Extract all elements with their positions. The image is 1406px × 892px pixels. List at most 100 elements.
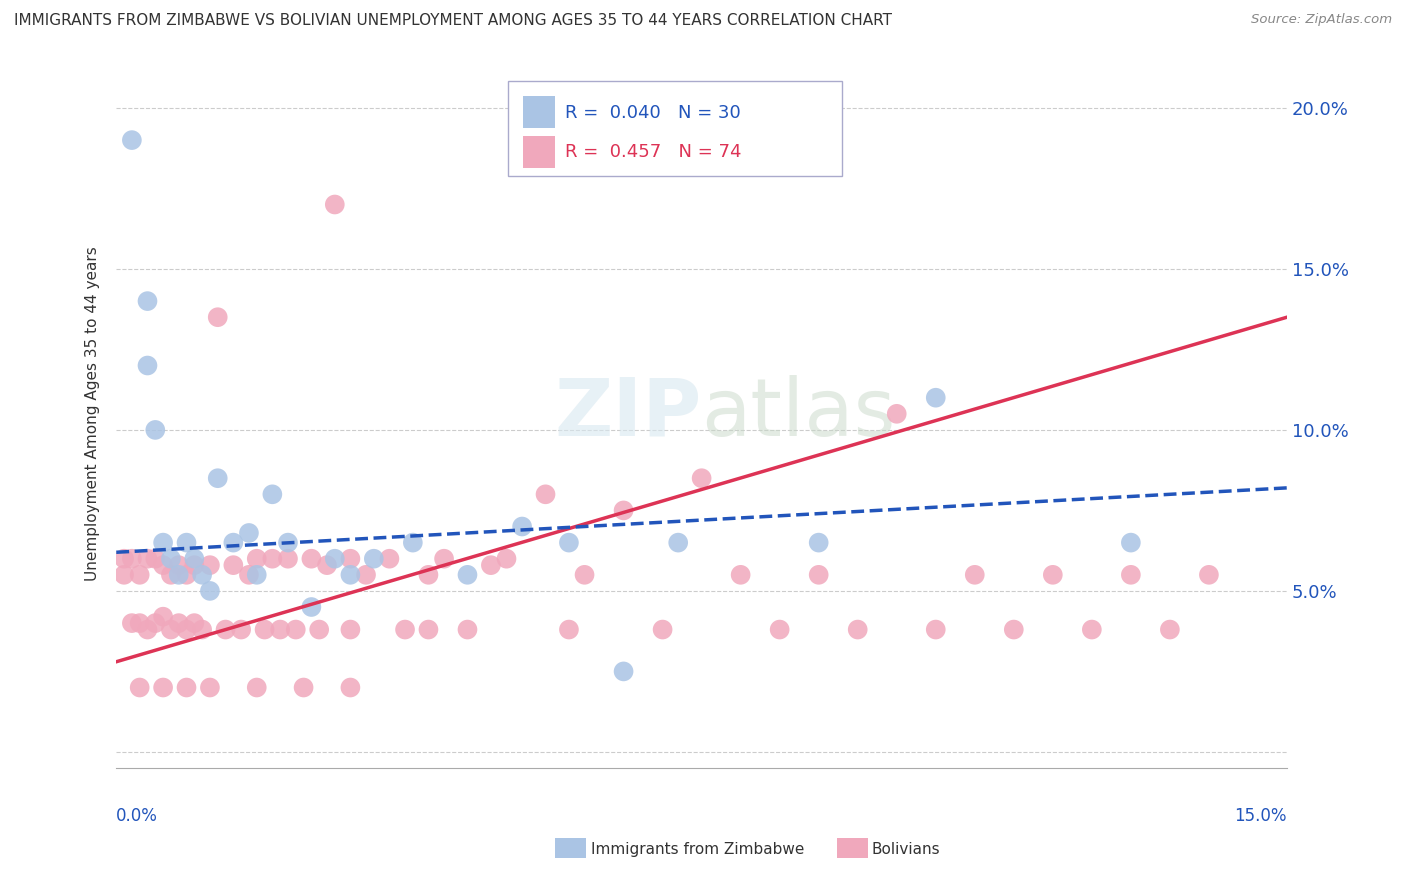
Point <box>191 567 214 582</box>
Point <box>143 616 166 631</box>
Point <box>128 567 150 582</box>
Y-axis label: Unemployment Among Ages 35 to 44 years: Unemployment Among Ages 35 to 44 years <box>86 246 100 582</box>
Point <box>262 487 284 501</box>
Point <box>402 535 425 549</box>
Point <box>1119 567 1142 582</box>
Point <box>167 558 190 573</box>
Point <box>963 567 986 582</box>
Point <box>299 551 322 566</box>
Point <box>121 616 143 631</box>
Point <box>231 623 253 637</box>
Point <box>323 551 346 566</box>
Text: IMMIGRANTS FROM ZIMBABWE VS BOLIVIAN UNEMPLOYMENT AMONG AGES 35 TO 44 YEARS CORR: IMMIGRANTS FROM ZIMBABWE VS BOLIVIAN UNE… <box>14 13 891 29</box>
Point <box>479 558 502 573</box>
Text: 0.0%: 0.0% <box>117 806 157 825</box>
Point <box>176 535 198 549</box>
Point <box>651 623 673 637</box>
Point <box>354 567 377 582</box>
Point <box>191 623 214 637</box>
Point <box>558 623 581 637</box>
Point <box>613 503 636 517</box>
Point <box>207 471 229 485</box>
Point <box>143 423 166 437</box>
Point <box>198 558 221 573</box>
Point <box>925 623 948 637</box>
Point <box>456 623 478 637</box>
Text: R =  0.457   N = 74: R = 0.457 N = 74 <box>565 144 741 161</box>
Bar <box>523 136 555 168</box>
Point <box>238 567 260 582</box>
Point <box>1002 623 1025 637</box>
Point <box>183 616 205 631</box>
Point <box>160 567 183 582</box>
Point <box>394 623 416 637</box>
Point <box>284 623 307 637</box>
Point <box>323 197 346 211</box>
Point <box>152 558 174 573</box>
Point <box>121 551 143 566</box>
Point <box>666 535 689 549</box>
Point <box>222 535 245 549</box>
Point <box>269 623 291 637</box>
Point <box>167 616 190 631</box>
Point <box>121 133 143 147</box>
Point <box>558 535 581 549</box>
Text: atlas: atlas <box>702 375 896 453</box>
Point <box>339 681 361 695</box>
Text: Immigrants from Zimbabwe: Immigrants from Zimbabwe <box>591 842 804 856</box>
Point <box>246 551 269 566</box>
Point <box>534 487 557 501</box>
Point <box>886 407 908 421</box>
Point <box>769 623 792 637</box>
Point <box>292 681 315 695</box>
Point <box>160 623 183 637</box>
Point <box>456 567 478 582</box>
Point <box>1198 567 1220 582</box>
Point <box>613 665 636 679</box>
Text: ZIP: ZIP <box>554 375 702 453</box>
Point <box>176 567 198 582</box>
Point <box>246 681 269 695</box>
Point <box>1159 623 1181 637</box>
Point <box>378 551 401 566</box>
Point <box>339 551 361 566</box>
Point <box>363 551 385 566</box>
Point <box>167 567 190 582</box>
Point <box>925 391 948 405</box>
Point <box>112 567 135 582</box>
Point <box>176 623 198 637</box>
Point <box>176 681 198 695</box>
Point <box>846 623 869 637</box>
Point <box>160 551 183 566</box>
Point <box>277 551 299 566</box>
Point <box>222 558 245 573</box>
Point <box>308 623 330 637</box>
Text: 15.0%: 15.0% <box>1234 806 1286 825</box>
Point <box>807 535 830 549</box>
Point <box>183 551 205 566</box>
Point <box>253 623 276 637</box>
Point <box>316 558 339 573</box>
Point <box>1042 567 1064 582</box>
Point <box>152 535 174 549</box>
Point <box>418 567 440 582</box>
Point <box>510 519 533 533</box>
Point <box>136 359 159 373</box>
Point <box>495 551 517 566</box>
Point <box>246 567 269 582</box>
Bar <box>509 81 842 177</box>
Point <box>136 294 159 309</box>
Point <box>277 535 299 549</box>
Point <box>112 551 135 566</box>
Point <box>152 609 174 624</box>
Bar <box>523 96 555 128</box>
Point <box>1119 535 1142 549</box>
Point <box>807 567 830 582</box>
Point <box>574 567 596 582</box>
Point <box>183 558 205 573</box>
Point <box>262 551 284 566</box>
Point <box>198 681 221 695</box>
Point <box>198 583 221 598</box>
Point <box>339 567 361 582</box>
Point <box>128 616 150 631</box>
